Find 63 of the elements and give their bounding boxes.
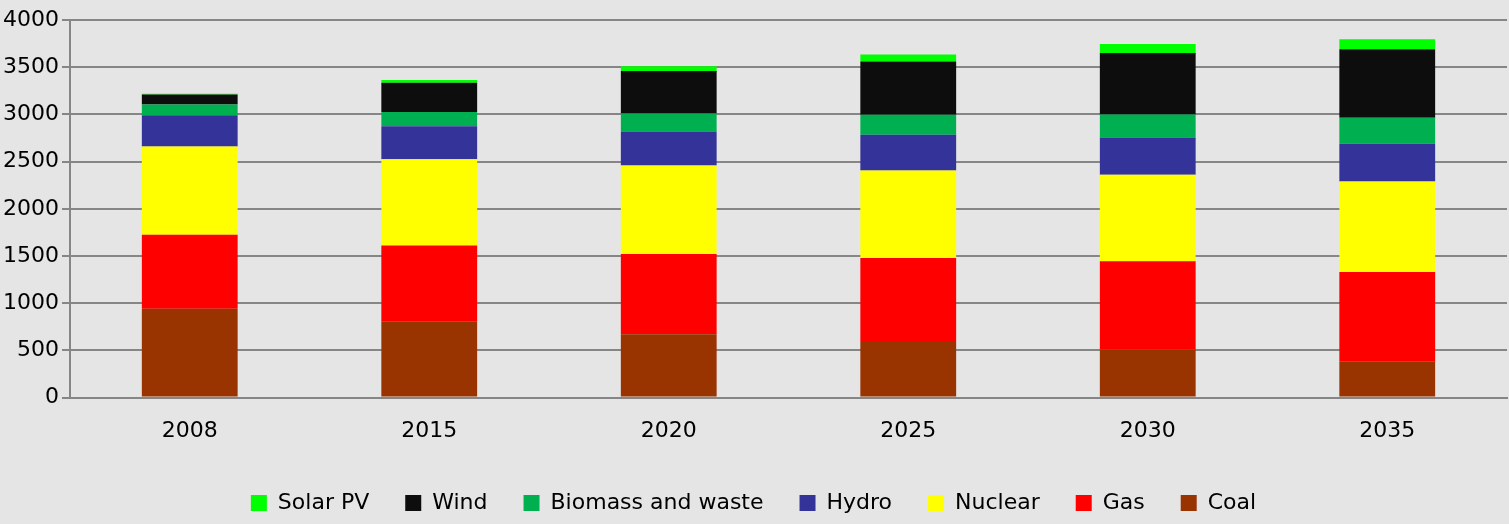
- bar: [1099, 174, 1196, 262]
- bar: [860, 257, 957, 342]
- bar: [1099, 44, 1196, 54]
- bar: [141, 234, 238, 309]
- bar: [381, 112, 478, 127]
- bar: [620, 66, 717, 71]
- bar: [860, 341, 957, 397]
- bar: [1099, 349, 1196, 397]
- legend-label: Biomass and waste: [550, 488, 764, 514]
- bar: [860, 170, 957, 258]
- y-tick-label: 0: [44, 383, 59, 409]
- bar: [860, 54, 957, 62]
- bar: [620, 334, 717, 397]
- bar: [1099, 114, 1196, 138]
- bar: [381, 126, 478, 160]
- bar: [381, 82, 478, 113]
- x-tick-label: 2025: [880, 416, 937, 442]
- bar: [860, 134, 957, 171]
- bar: [620, 131, 717, 166]
- y-tick-label: 2500: [2, 147, 59, 173]
- bar: [1339, 117, 1436, 144]
- x-tick-label: 2015: [401, 416, 458, 442]
- x-tick-label: 2020: [640, 416, 697, 442]
- legend-label: Wind: [432, 488, 488, 514]
- bar: [1339, 361, 1436, 397]
- bar: [860, 114, 957, 135]
- legend-label: Hydro: [826, 488, 893, 514]
- bar: [141, 104, 238, 116]
- bar: [141, 146, 238, 235]
- bar: [1339, 272, 1436, 362]
- bar: [1339, 181, 1436, 273]
- y-tick-label: 2000: [2, 194, 59, 220]
- y-tick-label: 3500: [2, 52, 59, 78]
- legend-label: Nuclear: [955, 488, 1041, 514]
- legend-label: Gas: [1102, 488, 1145, 514]
- bar: [141, 94, 238, 105]
- bar: [1339, 39, 1436, 50]
- bar: [1339, 49, 1436, 118]
- bar: [1099, 137, 1196, 175]
- x-tick-label: 2008: [161, 416, 218, 442]
- bar: [381, 159, 478, 246]
- bar: [381, 245, 478, 322]
- bar: [620, 70, 717, 114]
- bar: [1099, 53, 1196, 115]
- bar: [860, 61, 957, 115]
- x-tick-label: 2030: [1119, 416, 1176, 442]
- y-tick-label: 3000: [2, 100, 59, 126]
- x-tick-label: 2035: [1359, 416, 1416, 442]
- bar: [1339, 143, 1436, 182]
- bar: [381, 321, 478, 397]
- bar: [1099, 261, 1196, 350]
- bar: [141, 308, 238, 397]
- bar: [620, 165, 717, 255]
- y-tick-label: 500: [16, 336, 59, 362]
- bar: [620, 113, 717, 132]
- bar: [141, 115, 238, 147]
- y-tick-label: 4000: [2, 5, 59, 31]
- legend-label: Solar PV: [277, 488, 370, 514]
- y-tick-label: 1500: [2, 241, 59, 267]
- y-tick-label: 1000: [2, 288, 59, 314]
- legend-label: Coal: [1207, 488, 1257, 514]
- bar: [620, 254, 717, 335]
- bar: [381, 79, 478, 83]
